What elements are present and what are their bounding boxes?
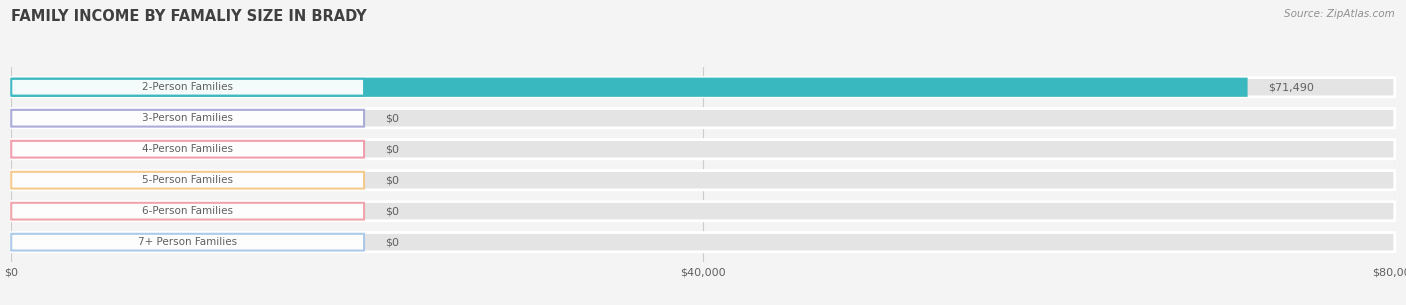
FancyBboxPatch shape <box>11 141 364 158</box>
FancyBboxPatch shape <box>11 203 364 220</box>
FancyBboxPatch shape <box>11 78 1395 97</box>
Text: 2-Person Families: 2-Person Families <box>142 82 233 92</box>
Text: $0: $0 <box>385 113 399 123</box>
Text: 4-Person Families: 4-Person Families <box>142 144 233 154</box>
Text: 7+ Person Families: 7+ Person Families <box>138 237 238 247</box>
Text: Source: ZipAtlas.com: Source: ZipAtlas.com <box>1284 9 1395 19</box>
FancyBboxPatch shape <box>11 232 1395 252</box>
Text: 5-Person Families: 5-Person Families <box>142 175 233 185</box>
FancyBboxPatch shape <box>11 79 364 95</box>
Text: FAMILY INCOME BY FAMALIY SIZE IN BRADY: FAMILY INCOME BY FAMALIY SIZE IN BRADY <box>11 9 367 24</box>
FancyBboxPatch shape <box>11 78 1247 97</box>
FancyBboxPatch shape <box>11 109 1395 128</box>
Text: $0: $0 <box>385 144 399 154</box>
FancyBboxPatch shape <box>11 170 1395 190</box>
Text: 6-Person Families: 6-Person Families <box>142 206 233 216</box>
Text: 3-Person Families: 3-Person Families <box>142 113 233 123</box>
FancyBboxPatch shape <box>11 172 364 188</box>
FancyBboxPatch shape <box>11 202 1395 221</box>
Text: $0: $0 <box>385 237 399 247</box>
Text: $0: $0 <box>385 175 399 185</box>
Text: $71,490: $71,490 <box>1268 82 1315 92</box>
Text: $0: $0 <box>385 206 399 216</box>
FancyBboxPatch shape <box>11 234 364 250</box>
FancyBboxPatch shape <box>11 140 1395 159</box>
FancyBboxPatch shape <box>11 110 364 127</box>
